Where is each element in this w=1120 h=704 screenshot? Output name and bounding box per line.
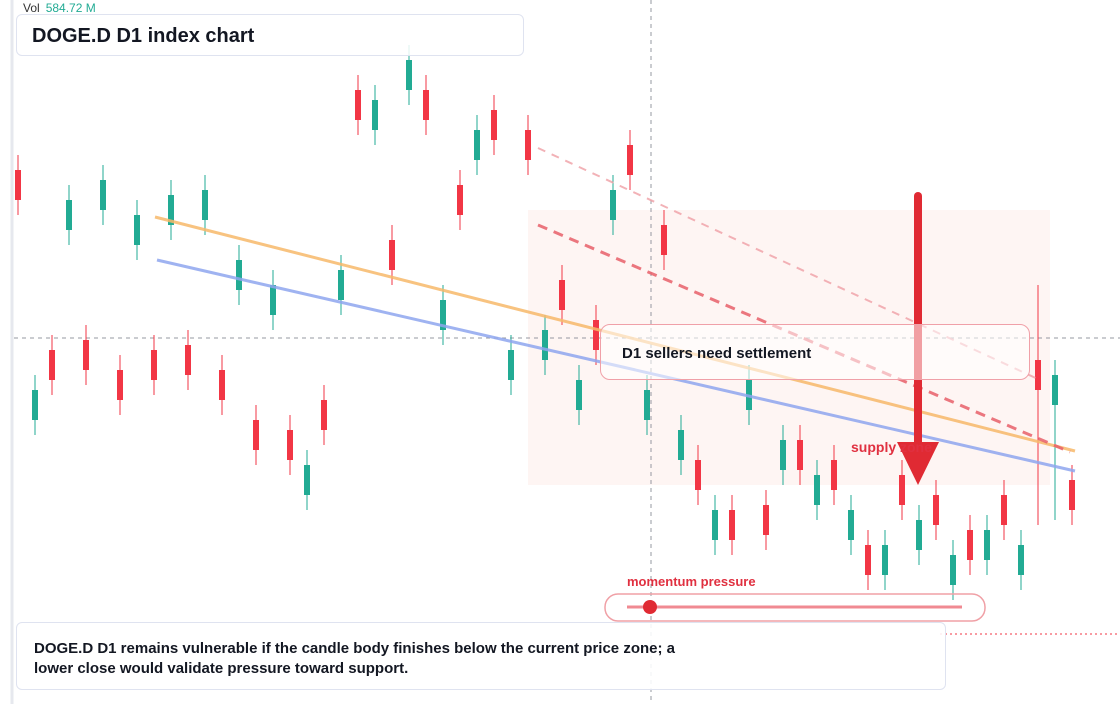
candle-body	[1052, 375, 1058, 405]
candle-body	[1001, 495, 1007, 525]
note-text: D1 sellers need settlement	[622, 345, 812, 362]
candle-body	[950, 555, 956, 585]
zone-label: supply zone	[851, 439, 932, 455]
candle-body	[457, 185, 463, 215]
candle-body	[49, 350, 55, 380]
candle-body	[593, 320, 599, 350]
candle-body	[780, 440, 786, 470]
candle-body	[474, 130, 480, 160]
candle-body	[253, 420, 259, 450]
candle-body	[967, 530, 973, 560]
candle-body	[406, 60, 412, 90]
candle-body	[729, 510, 735, 540]
candle-body	[440, 300, 446, 330]
candle-body	[83, 340, 89, 370]
candle-body	[287, 430, 293, 460]
candle-body	[712, 510, 718, 540]
candle-body	[542, 330, 548, 360]
candle-body	[134, 215, 140, 245]
candle-body	[219, 370, 225, 400]
candle-body	[525, 130, 531, 160]
candle-body	[610, 190, 616, 220]
candle-body	[678, 430, 684, 460]
candle-body	[304, 465, 310, 495]
candle-body	[1069, 480, 1075, 510]
candle-body	[576, 380, 582, 410]
candle-body	[15, 170, 21, 200]
candle-body	[32, 390, 38, 420]
candle-body	[763, 505, 769, 535]
title-box: DOGE.D D1 index chart	[16, 14, 524, 56]
candle-body	[117, 370, 123, 400]
volume-legend: Vol 584.72 M	[23, 1, 96, 15]
momentum-pill	[604, 593, 986, 622]
volume-title: Vol	[23, 1, 40, 15]
candle-body	[644, 390, 650, 420]
candle-body	[491, 110, 497, 140]
candle-body	[168, 195, 174, 225]
candle-body	[1018, 545, 1024, 575]
candle-body	[695, 460, 701, 490]
candle-body	[508, 350, 514, 380]
chart-title: DOGE.D D1 index chart	[32, 25, 255, 47]
candle-body	[1035, 360, 1041, 390]
momentum-dot	[643, 600, 657, 614]
candle-body	[848, 510, 854, 540]
candle-body	[423, 90, 429, 120]
candle-body	[661, 225, 667, 255]
candle-body	[831, 460, 837, 490]
candle-body	[270, 285, 276, 315]
candles	[15, 45, 1075, 600]
volume-value: 584.72 M	[45, 1, 96, 15]
candle-body	[355, 90, 361, 120]
candle-body	[236, 260, 242, 290]
candle-body	[984, 530, 990, 560]
candle-body	[100, 180, 106, 210]
candle-body	[882, 545, 888, 575]
summary-text: DOGE.D D1 remains vulnerable if the cand…	[34, 640, 675, 677]
candle-body	[338, 270, 344, 300]
candle-body	[797, 440, 803, 470]
candle-body	[202, 190, 208, 220]
note-box: D1 sellers need settlement	[600, 324, 1030, 380]
candle-body	[66, 200, 72, 230]
candle-body	[151, 350, 157, 380]
momentum-label: momentum pressure	[627, 574, 756, 589]
candle-body	[372, 100, 378, 130]
candle-body	[814, 475, 820, 505]
candle-body	[916, 520, 922, 550]
candle-body	[185, 345, 191, 375]
candle-body	[627, 145, 633, 175]
candle-body	[899, 475, 905, 505]
candle-body	[389, 240, 395, 270]
trend-line	[537, 147, 1041, 381]
candle-body	[321, 400, 327, 430]
candle-body	[559, 280, 565, 310]
candle-body	[933, 495, 939, 525]
arrow-head	[897, 442, 939, 485]
summary-box: DOGE.D D1 remains vulnerable if the cand…	[16, 622, 946, 690]
candle-body	[865, 545, 871, 575]
